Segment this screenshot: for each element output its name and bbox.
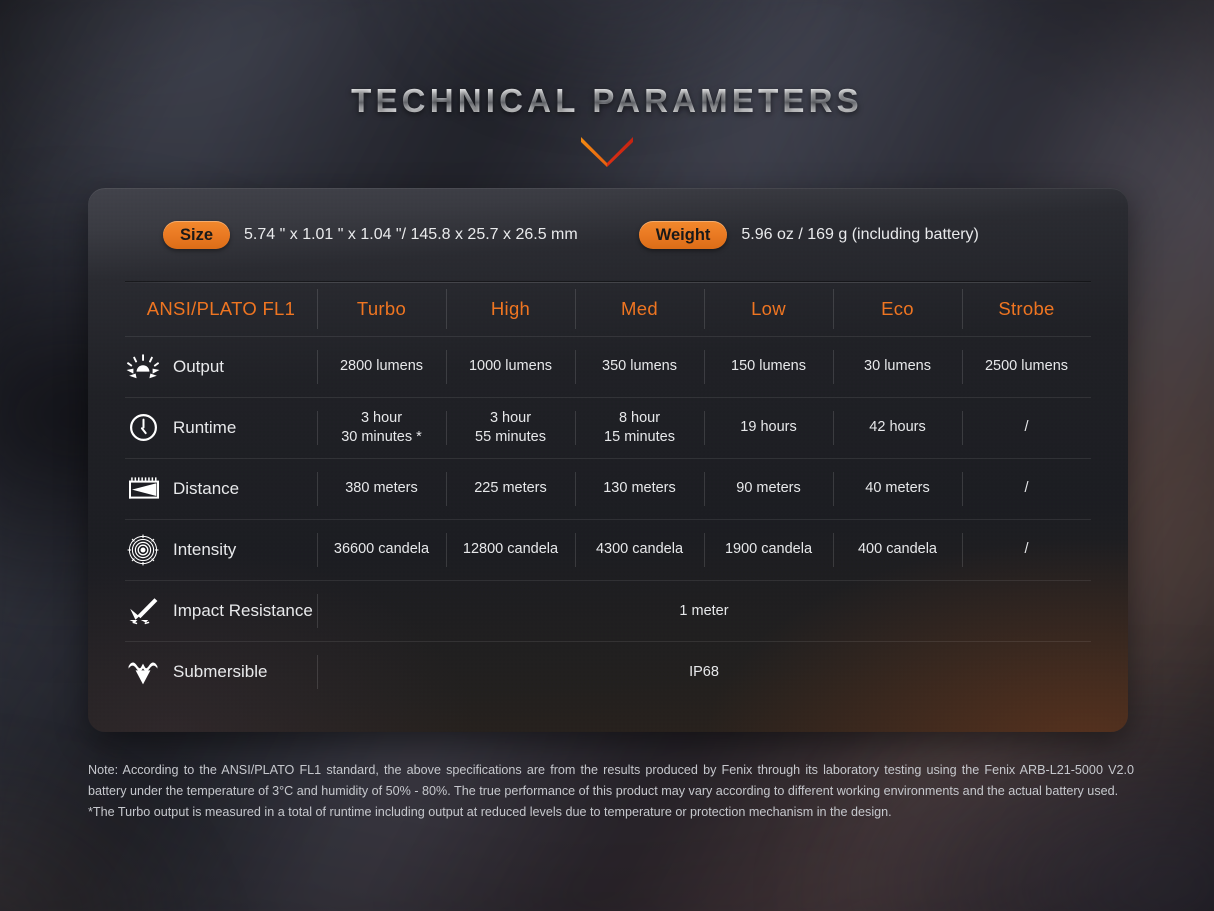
footnote-line-2: *The Turbo output is measured in a total… (88, 805, 892, 819)
cell-intensity-high: 12800 candela (446, 519, 575, 580)
row-label-impact-resistance: Impact Resistance (125, 580, 317, 641)
cell-distance-strobe: / (962, 458, 1091, 519)
cell-runtime-med: 8 hour 15 minutes (575, 397, 704, 458)
cell-output-eco: 30 lumens (833, 336, 962, 397)
table-row: Submersible IP68 (125, 641, 1091, 702)
row-label-text: Submersible (173, 661, 268, 681)
header-mode-high: High (446, 282, 575, 336)
header-mode-med: Med (575, 282, 704, 336)
header-mode-strobe: Strobe (962, 282, 1091, 336)
weight-badge: Weight (638, 221, 728, 249)
clock-icon (125, 411, 161, 445)
row-label-text: Impact Resistance (173, 600, 313, 620)
cell-intensity-med: 4300 candela (575, 519, 704, 580)
chevron-down-decoration (0, 137, 1214, 171)
cell-intensity-strobe: / (962, 519, 1091, 580)
row-label-text: Intensity (173, 539, 237, 559)
spec-table: ANSI/PLATO FL1 Turbo High Med Low Eco St… (125, 282, 1091, 702)
cell-intensity-eco: 400 candela (833, 519, 962, 580)
weight-spec: Weight 5.96 oz / 169 g (including batter… (638, 221, 979, 249)
row-label-distance: Distance (125, 458, 317, 519)
water-drop-icon (125, 655, 161, 689)
chevron-down-icon (581, 137, 633, 172)
spec-panel: Size 5.74 " x 1.01 " x 1.04 "/ 145.8 x 2… (88, 188, 1128, 732)
cell-runtime-low: 19 hours (704, 397, 833, 458)
size-spec: Size 5.74 " x 1.01 " x 1.04 "/ 145.8 x 2… (163, 221, 578, 249)
weight-value: 5.96 oz / 169 g (including battery) (741, 226, 979, 243)
table-row: Distance 380 meters 225 meters 130 meter… (125, 458, 1091, 519)
table-row: Output 2800 lumens 1000 lumens 350 lumen… (125, 336, 1091, 397)
row-label-submersible: Submersible (125, 641, 317, 702)
header-standard-label: ANSI/PLATO FL1 (146, 297, 296, 319)
cell-output-high: 1000 lumens (446, 336, 575, 397)
cell-intensity-low: 1900 candela (704, 519, 833, 580)
cell-runtime-strobe: / (962, 397, 1091, 458)
impact-drop-icon (125, 594, 161, 628)
cell-submersible-value: IP68 (317, 641, 1091, 702)
size-value: 5.74 " x 1.01 " x 1.04 "/ 145.8 x 25.7 x… (244, 226, 578, 243)
cell-distance-med: 130 meters (575, 458, 704, 519)
cell-intensity-turbo: 36600 candela (317, 519, 446, 580)
row-label-output: Output (125, 336, 317, 397)
cell-distance-high: 225 meters (446, 458, 575, 519)
cell-impact-resistance-value: 1 meter (317, 580, 1091, 641)
cell-output-low: 150 lumens (704, 336, 833, 397)
cell-runtime-turbo: 3 hour 30 minutes * (317, 397, 446, 458)
size-badge: Size (163, 221, 231, 249)
cell-output-med: 350 lumens (575, 336, 704, 397)
header-mode-low: Low (704, 282, 833, 336)
cell-runtime-high: 3 hour 55 minutes (446, 397, 575, 458)
row-label-intensity: Intensity (125, 519, 317, 580)
page-title: TECHNICAL PARAMETERS (351, 82, 863, 119)
cell-distance-low: 90 meters (704, 458, 833, 519)
table-row: Impact Resistance 1 meter (125, 580, 1091, 641)
header-mode-turbo: Turbo (317, 282, 446, 336)
header-mode-eco: Eco (833, 282, 962, 336)
table-row: Intensity 36600 candela 12800 candela 43… (125, 519, 1091, 580)
row-label-text: Output (173, 356, 225, 376)
cell-distance-turbo: 380 meters (317, 458, 446, 519)
cell-distance-eco: 40 meters (833, 458, 962, 519)
cell-output-turbo: 2800 lumens (317, 336, 446, 397)
cell-runtime-eco: 42 hours (833, 397, 962, 458)
size-weight-row: Size 5.74 " x 1.01 " x 1.04 "/ 145.8 x 2… (88, 188, 1128, 282)
row-label-runtime: Runtime (125, 397, 317, 458)
page-header: TECHNICAL PARAMETERS (0, 0, 1214, 120)
table-header-row: ANSI/PLATO FL1 Turbo High Med Low Eco St… (125, 282, 1091, 336)
row-label-text: Distance (173, 478, 240, 498)
row-label-text: Runtime (173, 417, 237, 437)
beam-distance-icon (125, 472, 161, 506)
footnote: Note: According to the ANSI/PLATO FL1 st… (88, 760, 1134, 823)
table-row: Runtime 3 hour 30 minutes * 3 hour 55 minu… (125, 397, 1091, 458)
target-rings-icon (125, 533, 161, 567)
sunburst-icon (125, 350, 161, 384)
footnote-line-1: Note: According to the ANSI/PLATO FL1 st… (88, 763, 1134, 798)
cell-output-strobe: 2500 lumens (962, 336, 1091, 397)
